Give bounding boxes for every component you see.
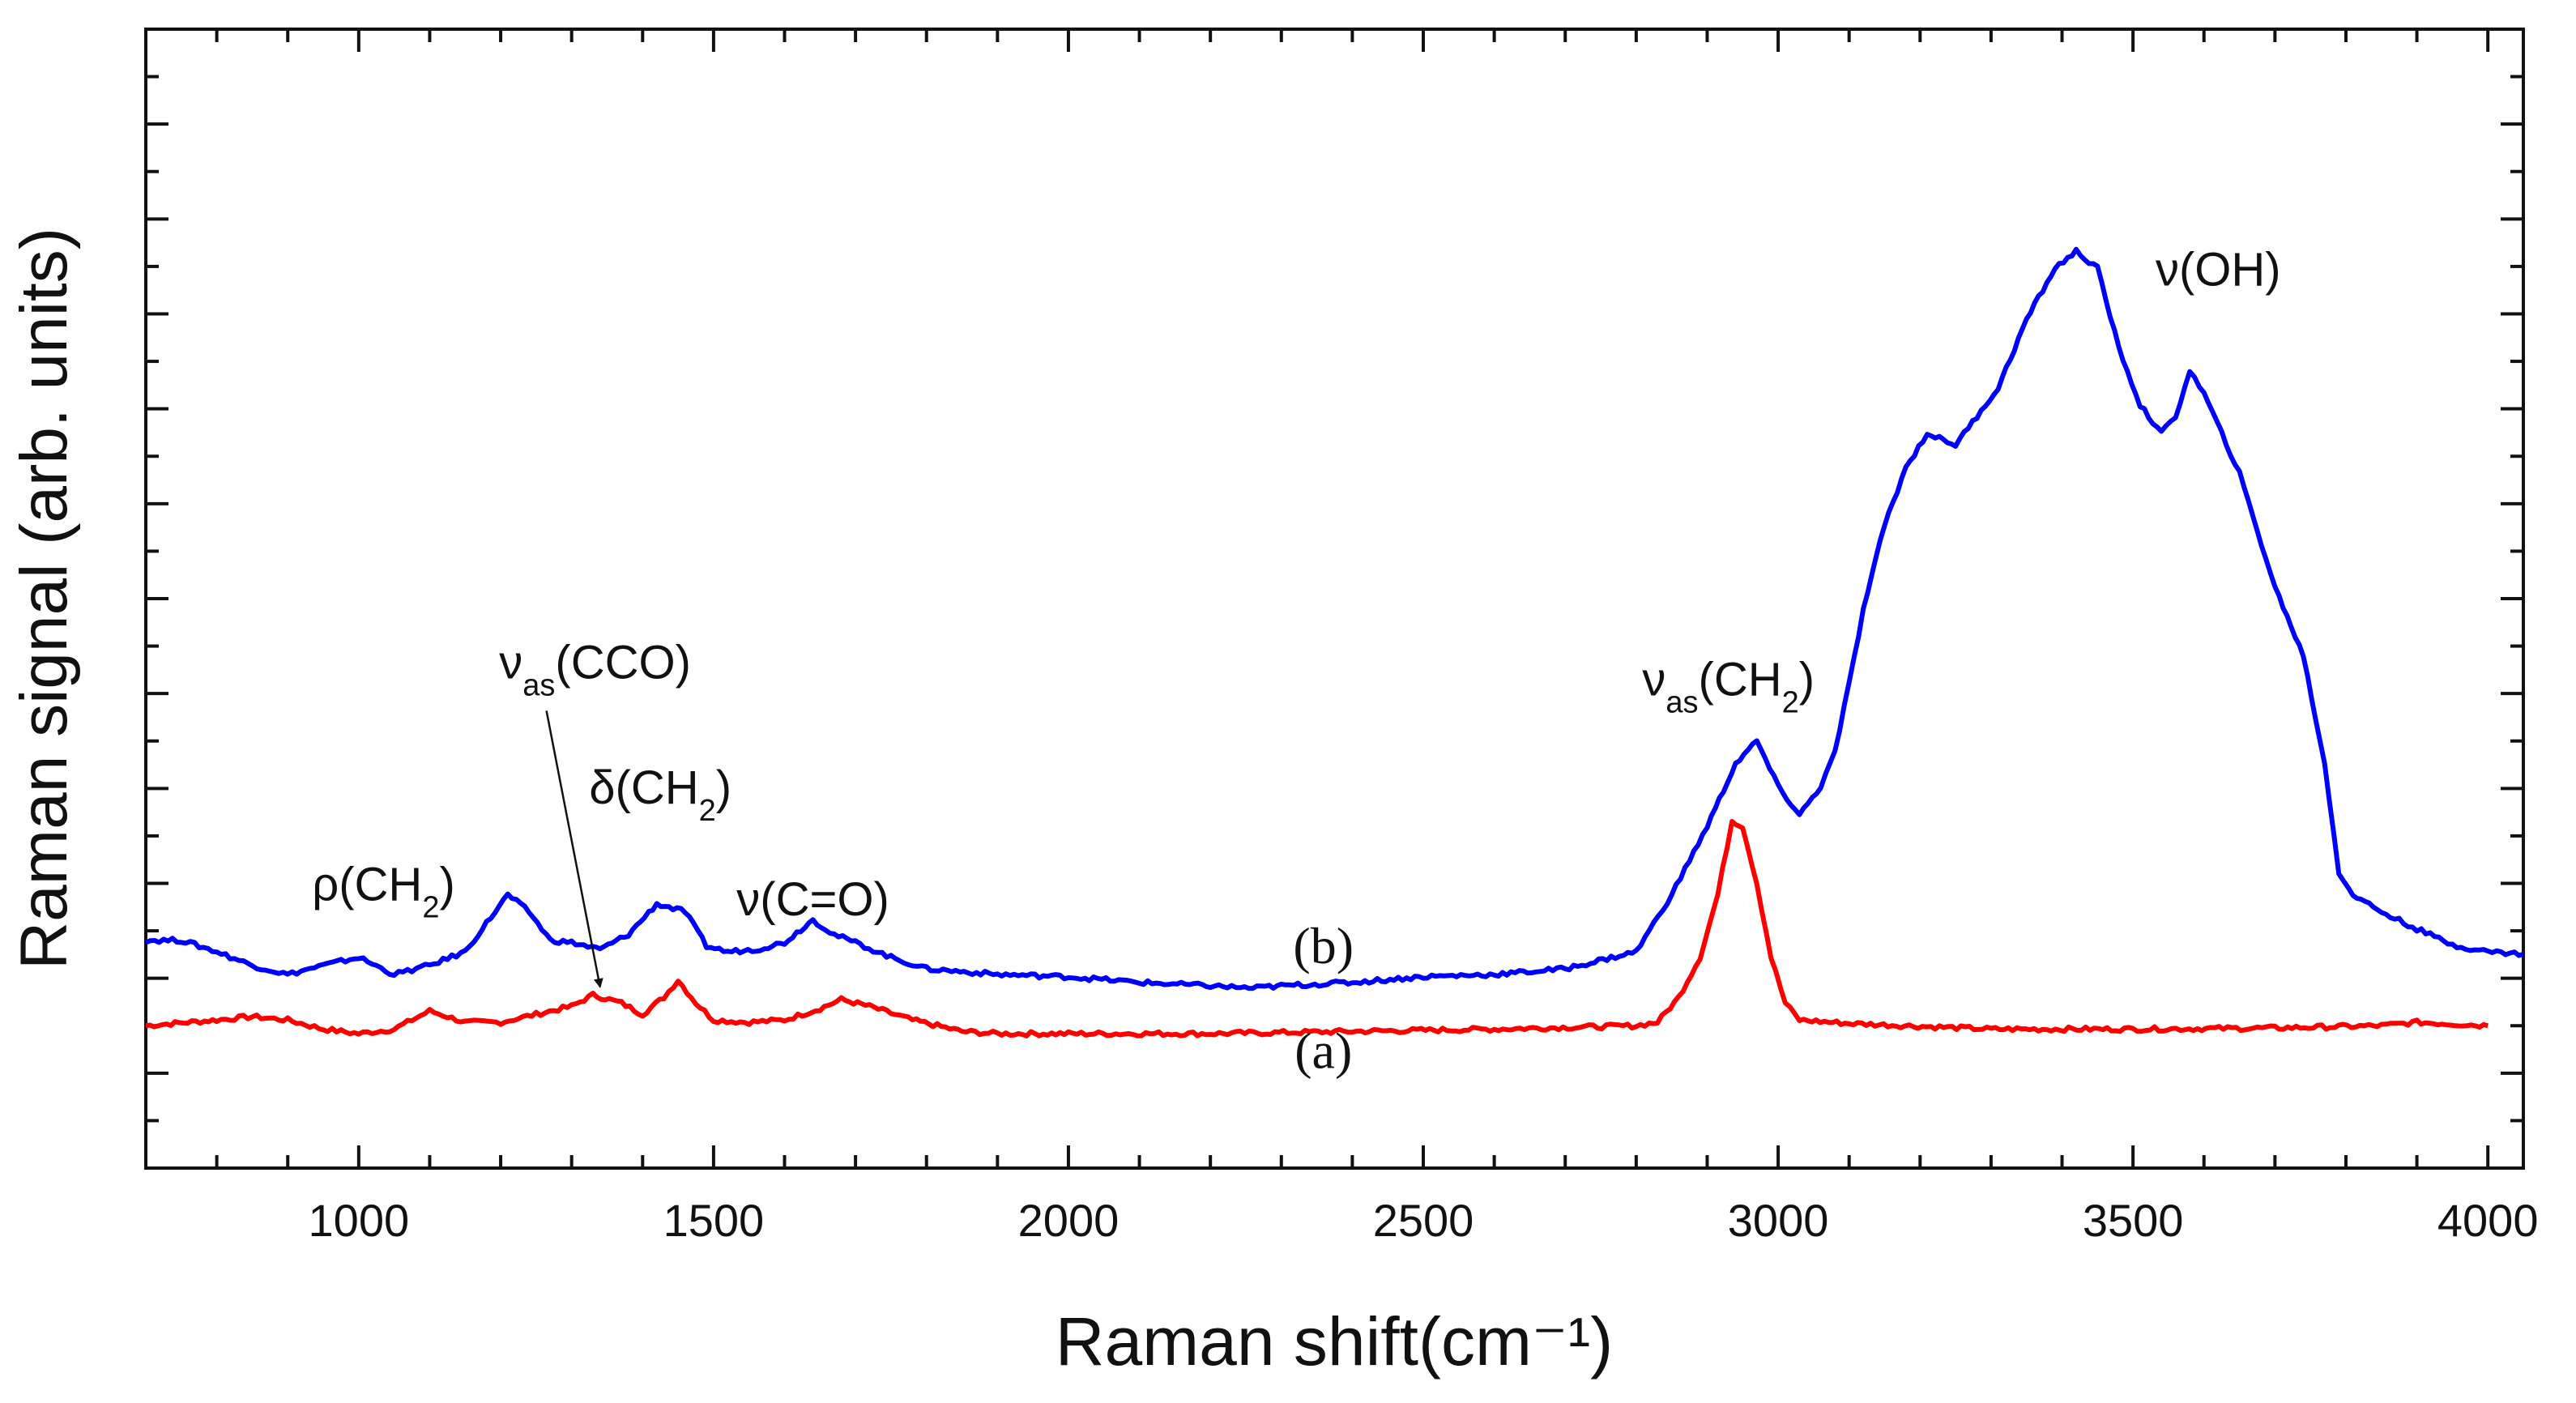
x-tick-label: 2500 [1373, 1195, 1474, 1246]
x-tick-label: 3500 [2083, 1195, 2184, 1246]
y-axis-label: Raman signal (arb. units) [7, 228, 81, 970]
series-line-b [144, 246, 2524, 991]
annotation-label: ν(OH) [2156, 243, 2281, 296]
x-tick-label: 4000 [2437, 1195, 2539, 1246]
x-tick-label: 2000 [1018, 1195, 1120, 1246]
y-axis-ticks [146, 28, 2523, 1170]
x-tick-label: 1500 [663, 1195, 765, 1246]
x-axis-tick-labels: 1000 1500 2000 2500 3000 3500 4000 [309, 1195, 2539, 1246]
peak-annotations: νas(CCO) δ(CH2) ρ(CH2) ν(C=O) νas(CH2) ν(OH) [312, 243, 2281, 989]
series-label: (a) [1294, 1021, 1352, 1079]
series-lines [144, 246, 2524, 1038]
x-axis-ticks [215, 29, 2490, 1168]
x-tick-label: 1000 [309, 1195, 410, 1246]
annotation-label: ν(C=O) [736, 873, 889, 926]
x-tick-label: 3000 [1728, 1195, 1829, 1246]
annotation-label: νas(CCO) [499, 636, 691, 702]
plot-frame [144, 28, 2525, 1170]
x-axis-label: Raman shift(cm⁻¹) [1056, 1303, 1613, 1380]
annotation-label: νas(CH2) [1642, 654, 1815, 720]
annotation-label: ρ(CH2) [312, 859, 455, 925]
series-labels: (b) (a) [1293, 917, 1354, 1079]
annotation-arrow [545, 710, 603, 989]
series-line-a [145, 819, 2489, 1038]
annotation-label: δ(CH2) [589, 761, 731, 828]
series-label: (b) [1293, 917, 1354, 974]
